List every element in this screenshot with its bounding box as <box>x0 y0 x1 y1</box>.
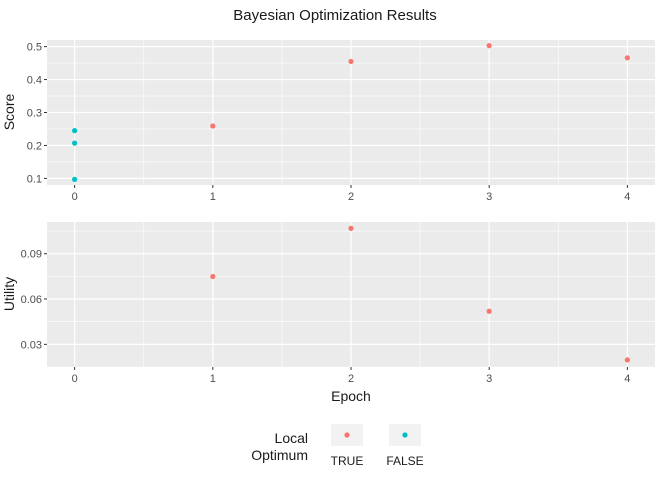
legend-dot-true <box>344 432 350 438</box>
y-tick-label: 0.4 <box>27 75 42 87</box>
data-point-false <box>72 128 78 134</box>
data-point-true <box>348 225 354 231</box>
x-tick-label: 3 <box>486 373 492 385</box>
x-tick-label: 2 <box>348 191 354 203</box>
data-point-true <box>486 308 492 314</box>
x-tick-label: 0 <box>72 191 78 203</box>
score-panel: 0 1 2 3 4 0.1 0.2 0.3 0.4 0.5 <box>27 40 655 203</box>
x-tick-label: 2 <box>348 373 354 385</box>
y-tick-label: 0.2 <box>27 140 42 152</box>
legend-label-false: FALSE <box>386 454 423 468</box>
y-axis-label-score: Score <box>1 94 17 131</box>
data-point-true <box>210 273 216 280</box>
y-axis-label-utility: Utility <box>1 277 17 311</box>
y-tick-label: 0.5 <box>27 42 42 54</box>
y-tick-label: 0.06 <box>21 294 42 306</box>
data-point-true <box>624 55 630 61</box>
x-tick-label: 4 <box>624 191 630 203</box>
legend-title-line1: Local <box>275 430 308 446</box>
legend-dot-false <box>402 432 408 438</box>
data-point-false <box>72 140 78 146</box>
x-tick-label: 1 <box>210 373 216 385</box>
data-point-true <box>210 123 216 129</box>
x-tick-label: 4 <box>624 373 630 385</box>
utility-panel: 0 1 2 3 4 0.03 0.06 0.09 <box>21 222 655 385</box>
y-tick-label: 0.3 <box>27 108 42 120</box>
data-point-true <box>624 357 630 363</box>
x-tick-label: 3 <box>486 191 492 203</box>
y-tick-label: 0.09 <box>21 249 42 261</box>
data-point-true <box>486 43 492 49</box>
data-point-true <box>348 58 354 65</box>
chart-title: Bayesian Optimization Results <box>233 7 436 24</box>
legend: Local Optimum TRUE FALSE <box>251 424 424 468</box>
y-tick-label: 0.03 <box>21 339 42 351</box>
x-tick-label: 0 <box>72 373 78 385</box>
y-tick-label: 0.1 <box>27 173 42 185</box>
x-tick-label: 1 <box>210 191 216 203</box>
data-point-false <box>72 176 78 182</box>
legend-label-true: TRUE <box>331 454 364 468</box>
x-axis-label: Epoch <box>331 388 371 404</box>
legend-title-line2: Optimum <box>251 447 308 463</box>
